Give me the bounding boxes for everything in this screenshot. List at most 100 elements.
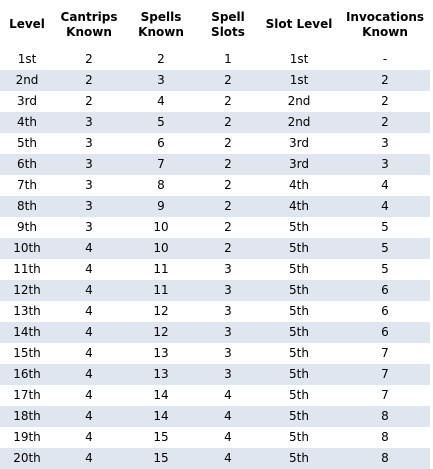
cell-slot-level: 5th <box>289 430 309 444</box>
cell-invocations-known: 4 <box>381 178 389 192</box>
cell-spell-slots: 4 <box>224 430 232 444</box>
header-cantrips-line1: Cantrips <box>60 9 118 24</box>
header-slot-level: Slot Level <box>258 0 340 49</box>
cell-spell-slots: 3 <box>224 283 232 297</box>
cell-spells-known: 15 <box>153 430 169 444</box>
cell-invocations-known: 6 <box>381 283 389 297</box>
cell-spell-slots: 2 <box>224 115 232 129</box>
table-row: 3rd 2 4 2 2nd 2 <box>0 91 430 112</box>
cell-spell-slots: 4 <box>224 409 232 423</box>
cell-cantrips-known: 3 <box>85 178 93 192</box>
cell-invocations-known: 8 <box>381 451 389 465</box>
cell-slot-level: 5th <box>289 241 309 255</box>
cell-spell-slots: 2 <box>224 199 232 213</box>
cell-level: 19th <box>13 430 41 444</box>
cell-spell-slots: 2 <box>224 73 232 87</box>
cell-spell-slots: 2 <box>224 241 232 255</box>
table-row: 4th 3 5 2 2nd 2 <box>0 112 430 133</box>
table-row: 20th 4 15 4 5th 8 <box>0 448 430 469</box>
cell-level: 9th <box>17 220 37 234</box>
cell-cantrips-known: 2 <box>85 52 93 66</box>
cell-slot-level: 5th <box>289 346 309 360</box>
header-level: Level <box>0 0 54 49</box>
cell-invocations-known: 2 <box>381 94 389 108</box>
cell-level: 18th <box>13 409 41 423</box>
cell-level: 20th <box>13 451 41 465</box>
cell-level: 1st <box>17 52 37 66</box>
cell-cantrips-known: 4 <box>85 451 93 465</box>
cell-spells-known: 5 <box>157 115 165 129</box>
cell-spells-known: 6 <box>157 136 165 150</box>
cell-cantrips-known: 3 <box>85 157 93 171</box>
cell-slot-level: 5th <box>289 367 309 381</box>
cell-invocations-known: 2 <box>381 115 389 129</box>
cell-level: 10th <box>13 241 41 255</box>
table-row: 13th 4 12 3 5th 6 <box>0 301 430 322</box>
cell-spell-slots: 1 <box>224 52 232 66</box>
cell-cantrips-known: 4 <box>85 346 93 360</box>
table-row: 18th 4 14 4 5th 8 <box>0 406 430 427</box>
header-slot-level-line1: Slot Level <box>265 17 333 31</box>
cell-level: 2nd <box>15 73 39 87</box>
table-row: 14th 4 12 3 5th 6 <box>0 322 430 343</box>
cell-invocations-known: 7 <box>381 346 389 360</box>
cell-level: 4th <box>17 115 37 129</box>
cell-spells-known: 11 <box>153 262 169 276</box>
cell-spells-known: 14 <box>153 388 169 402</box>
cell-level: 17th <box>13 388 41 402</box>
header-spells-line1: Spells <box>140 9 182 24</box>
cell-invocations-known: 3 <box>381 157 389 171</box>
cell-slot-level: 5th <box>289 283 309 297</box>
cell-level: 7th <box>17 178 37 192</box>
cell-cantrips-known: 4 <box>85 304 93 318</box>
cell-cantrips-known: 3 <box>85 115 93 129</box>
cell-spell-slots: 2 <box>224 94 232 108</box>
table-row: 19th 4 15 4 5th 8 <box>0 427 430 448</box>
header-level-line1: Level <box>9 17 45 31</box>
header-slots-line2: Slots <box>211 24 245 39</box>
cell-spell-slots: 3 <box>224 262 232 276</box>
header-invocations-line2: Known <box>362 24 408 39</box>
cell-spells-known: 14 <box>153 409 169 423</box>
header-cantrips-known: Cantrips Known <box>54 0 124 49</box>
cell-slot-level: 5th <box>289 325 309 339</box>
cell-invocations-known: 8 <box>381 409 389 423</box>
header-invocations-known: Invocations Known <box>340 0 430 49</box>
cell-slot-level: 2nd <box>287 94 311 108</box>
cell-spell-slots: 2 <box>224 220 232 234</box>
cell-invocations-known: 5 <box>381 241 389 255</box>
cell-spells-known: 3 <box>157 73 165 87</box>
cell-slot-level: 5th <box>289 451 309 465</box>
cell-cantrips-known: 3 <box>85 199 93 213</box>
cell-level: 14th <box>13 325 41 339</box>
cell-spell-slots: 2 <box>224 136 232 150</box>
cell-spells-known: 12 <box>153 304 169 318</box>
cell-slot-level: 1st <box>289 73 309 87</box>
cell-level: 6th <box>17 157 37 171</box>
cell-cantrips-known: 4 <box>85 367 93 381</box>
cell-invocations-known: 7 <box>381 388 389 402</box>
cell-slot-level: 4th <box>289 178 309 192</box>
cell-cantrips-known: 3 <box>85 220 93 234</box>
cell-slot-level: 4th <box>289 199 309 213</box>
cell-spell-slots: 4 <box>224 388 232 402</box>
cell-slot-level: 5th <box>289 409 309 423</box>
cell-spells-known: 9 <box>157 199 165 213</box>
header-spell-slots: Spell Slots <box>198 0 258 49</box>
cell-spell-slots: 3 <box>224 325 232 339</box>
cell-invocations-known: 6 <box>381 325 389 339</box>
cell-cantrips-known: 4 <box>85 409 93 423</box>
cell-cantrips-known: 4 <box>85 325 93 339</box>
cell-cantrips-known: 4 <box>85 262 93 276</box>
header-spells-line2: Known <box>138 24 184 39</box>
table-row: 12th 4 11 3 5th 6 <box>0 280 430 301</box>
header-slots-line1: Spell <box>211 9 245 24</box>
cell-spell-slots: 3 <box>224 367 232 381</box>
cell-invocations-known: 3 <box>381 136 389 150</box>
table-row: 17th 4 14 4 5th 7 <box>0 385 430 406</box>
cell-invocations-known: 6 <box>381 304 389 318</box>
cell-invocations-known: 5 <box>381 220 389 234</box>
cell-slot-level: 3rd <box>289 157 309 171</box>
cell-spells-known: 8 <box>157 178 165 192</box>
